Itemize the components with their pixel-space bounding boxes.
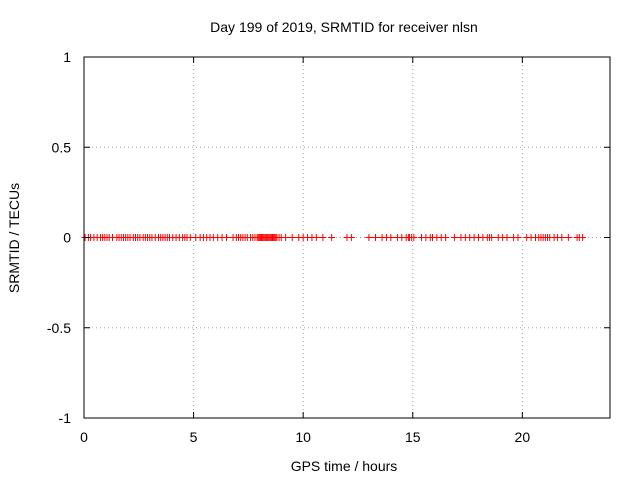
y-tick-label: 0 <box>63 230 71 246</box>
y-tick-label: 1 <box>63 49 71 65</box>
chart-title: Day 199 of 2019, SRMTID for receiver nls… <box>210 19 478 35</box>
data-points <box>81 234 587 241</box>
x-axis-label: GPS time / hours <box>291 458 398 474</box>
data-point <box>503 234 511 241</box>
data-point <box>450 234 458 241</box>
data-point <box>579 234 587 241</box>
data-point <box>319 234 327 241</box>
x-tick-label: 15 <box>405 429 421 445</box>
x-tick-label: 20 <box>515 429 531 445</box>
y-tick-label: 0.5 <box>52 139 72 155</box>
data-point <box>288 234 296 241</box>
data-point <box>410 234 418 241</box>
data-point <box>222 234 230 241</box>
data-point <box>514 234 522 241</box>
y-tick-label: -1 <box>59 410 72 426</box>
data-point <box>558 234 566 241</box>
data-point <box>312 234 320 241</box>
data-point <box>442 234 450 241</box>
data-point <box>371 234 379 241</box>
data-point <box>347 234 355 241</box>
data-point <box>564 234 572 241</box>
data-point <box>365 234 373 241</box>
data-point <box>488 234 496 241</box>
data-point <box>387 234 395 241</box>
x-tick-label: 10 <box>295 429 311 445</box>
x-tick-labels: 0 5 10 15 20 <box>80 429 530 445</box>
x-tick-label: 5 <box>190 429 198 445</box>
data-point <box>282 234 290 241</box>
y-tick-label: -0.5 <box>47 320 71 336</box>
x-tick-label: 0 <box>80 429 88 445</box>
y-tick-labels: -1 -0.5 0 0.5 1 <box>47 49 71 426</box>
axis-ticks <box>83 56 610 419</box>
data-point <box>328 234 336 241</box>
y-axis-label: SRMTID / TECUs <box>6 183 22 293</box>
